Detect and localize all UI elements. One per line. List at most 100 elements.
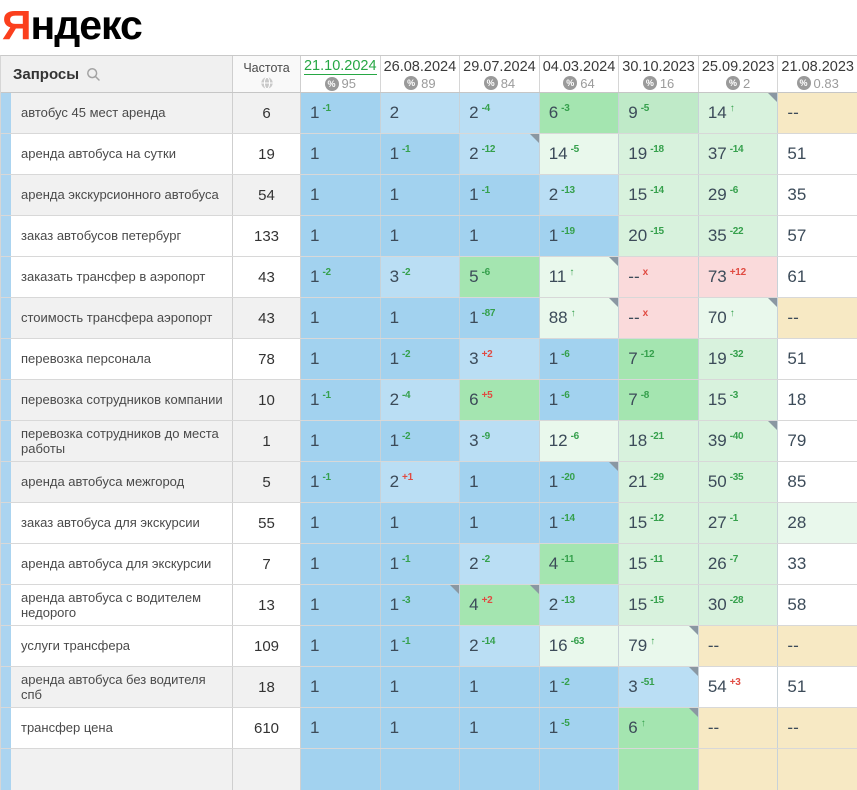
row-select-strip[interactable] xyxy=(1,298,11,338)
position-cell[interactable]: 1 xyxy=(301,585,381,625)
query-cell[interactable]: автобус 45 мест аренда xyxy=(11,93,233,133)
position-cell[interactable]: 12 -6 xyxy=(539,421,620,461)
position-cell[interactable]: 3 -2 xyxy=(380,257,461,297)
position-cell[interactable]: 50 -35 xyxy=(698,462,779,502)
position-cell[interactable]: 1 -87 xyxy=(460,298,540,338)
position-cell[interactable]: -- xyxy=(778,626,857,666)
date-link[interactable]: 30.10.2023 xyxy=(622,58,695,75)
position-cell[interactable]: -- xyxy=(778,708,857,748)
position-cell[interactable]: 1 xyxy=(460,216,540,256)
position-cell[interactable]: 2 xyxy=(380,93,461,133)
position-cell[interactable]: 1 -5 xyxy=(539,708,620,748)
query-cell[interactable]: заказать трансфер в аэропорт xyxy=(11,257,233,297)
position-cell[interactable]: 29 -6 xyxy=(698,175,779,215)
query-cell[interactable]: перевозка персонала xyxy=(11,339,233,379)
position-cell[interactable]: 1 xyxy=(301,421,381,461)
position-cell[interactable]: 18 xyxy=(778,380,857,420)
position-cell[interactable]: 21 -29 xyxy=(619,462,699,502)
query-cell[interactable]: перевозка сотрудников компании xyxy=(11,380,233,420)
position-cell[interactable]: 1 -19 xyxy=(539,216,620,256)
query-cell[interactable]: заказ автобусов петербург xyxy=(11,216,233,256)
position-cell[interactable]: 1 -1 xyxy=(301,380,381,420)
query-cell[interactable]: услуги трансфера xyxy=(11,626,233,666)
row-select-strip[interactable] xyxy=(1,667,11,707)
position-cell[interactable]: 1 -1 xyxy=(301,93,381,133)
position-cell[interactable] xyxy=(619,749,699,790)
position-cell[interactable]: 1 xyxy=(301,544,381,584)
row-select-strip[interactable] xyxy=(1,257,11,297)
position-cell[interactable]: -- x xyxy=(619,298,699,338)
position-cell[interactable]: 1 xyxy=(301,667,381,707)
position-cell[interactable]: 2 -13 xyxy=(539,585,620,625)
position-cell[interactable]: 39 -40 xyxy=(698,421,779,461)
query-cell[interactable] xyxy=(11,749,233,790)
position-cell[interactable]: 3 -9 xyxy=(460,421,540,461)
position-cell[interactable]: 1 xyxy=(380,298,461,338)
position-cell[interactable] xyxy=(539,749,620,790)
position-cell[interactable]: 1 -20 xyxy=(539,462,620,502)
position-cell[interactable]: 1 xyxy=(301,339,381,379)
position-cell[interactable]: 1 xyxy=(301,503,381,543)
position-cell[interactable]: 1 -1 xyxy=(460,175,540,215)
position-cell[interactable]: 1 -2 xyxy=(380,421,461,461)
position-cell[interactable]: 14 -5 xyxy=(539,134,620,174)
position-cell[interactable]: -- xyxy=(698,708,779,748)
row-select-strip[interactable] xyxy=(1,708,11,748)
position-cell[interactable]: 1 xyxy=(460,503,540,543)
row-select-strip[interactable] xyxy=(1,544,11,584)
date-column-header[interactable]: 21.10.2024% 95 xyxy=(301,56,381,92)
position-cell[interactable]: 4 +2 xyxy=(460,585,540,625)
query-cell[interactable]: аренда экскурсионного автобуса xyxy=(11,175,233,215)
position-cell[interactable]: 1 -14 xyxy=(539,503,620,543)
position-cell[interactable]: 88 ↑ xyxy=(539,298,620,338)
date-column-header[interactable]: 30.10.2023% 16 xyxy=(619,56,699,92)
position-cell[interactable]: 1 xyxy=(301,216,381,256)
position-cell[interactable] xyxy=(778,749,857,790)
position-cell[interactable]: 35 -22 xyxy=(698,216,779,256)
position-cell[interactable]: 1 -1 xyxy=(380,626,461,666)
position-cell[interactable]: 15 -3 xyxy=(698,380,779,420)
date-link[interactable]: 29.07.2024 xyxy=(463,58,536,75)
position-cell[interactable]: 57 xyxy=(778,216,857,256)
position-cell[interactable]: 4 -11 xyxy=(539,544,620,584)
row-select-strip[interactable] xyxy=(1,380,11,420)
position-cell[interactable]: 6 +5 xyxy=(460,380,540,420)
position-cell[interactable]: 1 xyxy=(380,216,461,256)
date-column-header[interactable]: 04.03.2024% 64 xyxy=(539,56,620,92)
row-select-strip[interactable] xyxy=(1,749,11,790)
position-cell[interactable]: 1 -2 xyxy=(380,339,461,379)
date-column-header[interactable]: 26.08.2024% 89 xyxy=(380,56,461,92)
position-cell[interactable]: 1 -1 xyxy=(380,134,461,174)
position-cell[interactable]: 51 xyxy=(778,134,857,174)
position-cell[interactable]: 58 xyxy=(778,585,857,625)
row-select-strip[interactable] xyxy=(1,585,11,625)
position-cell[interactable]: 18 -21 xyxy=(619,421,699,461)
position-cell[interactable]: 15 -15 xyxy=(619,585,699,625)
position-cell[interactable]: 1 xyxy=(380,708,461,748)
position-cell[interactable]: 2 -4 xyxy=(380,380,461,420)
position-cell[interactable]: 1 xyxy=(460,462,540,502)
position-cell[interactable]: 14 ↑ xyxy=(698,93,779,133)
position-cell[interactable]: 1 xyxy=(460,667,540,707)
frequency-column-header[interactable]: Частота xyxy=(233,56,301,92)
date-link[interactable]: 04.03.2024 xyxy=(542,58,616,75)
position-cell[interactable]: 11 ↑ xyxy=(539,257,620,297)
position-cell[interactable]: -- xyxy=(698,626,779,666)
position-cell[interactable]: 1 xyxy=(380,667,461,707)
row-select-strip[interactable] xyxy=(1,462,11,502)
position-cell[interactable]: 28 xyxy=(778,503,857,543)
query-cell[interactable]: аренда автобуса для экскурсии xyxy=(11,544,233,584)
position-cell[interactable]: 2 -2 xyxy=(460,544,540,584)
position-cell[interactable]: 1 xyxy=(301,134,381,174)
date-link[interactable]: 26.08.2024 xyxy=(383,58,457,75)
row-select-strip[interactable] xyxy=(1,93,11,133)
position-cell[interactable] xyxy=(301,749,381,790)
position-cell[interactable]: -- xyxy=(778,93,857,133)
position-cell[interactable]: 1 xyxy=(301,298,381,338)
position-cell[interactable]: 1 -1 xyxy=(301,462,381,502)
position-cell[interactable]: 5 -6 xyxy=(460,257,540,297)
position-cell[interactable]: 70 ↑ xyxy=(698,298,779,338)
position-cell[interactable]: 6 -3 xyxy=(539,93,620,133)
row-select-strip[interactable] xyxy=(1,503,11,543)
position-cell[interactable]: 2 -4 xyxy=(460,93,540,133)
